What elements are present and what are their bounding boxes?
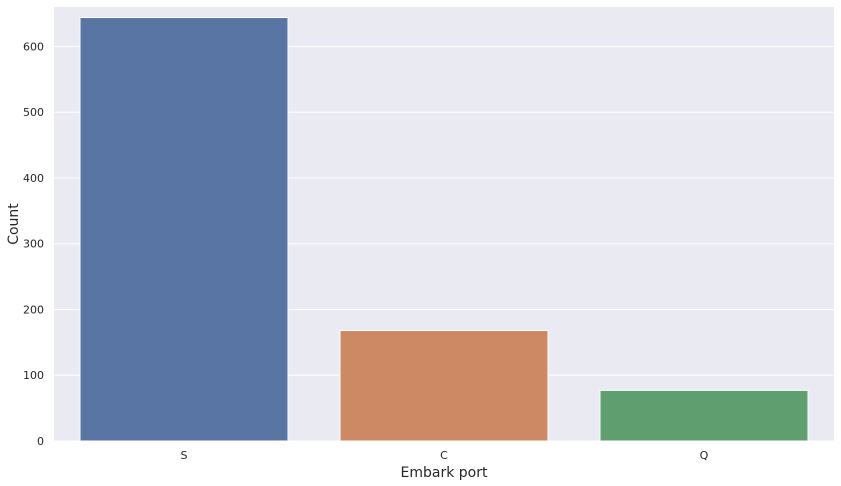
y-tick-label: 0 bbox=[37, 435, 44, 448]
bars bbox=[79, 17, 809, 442]
bar-c bbox=[339, 330, 549, 442]
y-tick-label: 100 bbox=[23, 369, 44, 382]
y-tick-label: 500 bbox=[23, 106, 44, 119]
x-tick-label: S bbox=[181, 449, 188, 462]
x-tick-label: Q bbox=[700, 449, 709, 462]
y-axis-ticks: 0 100 200 300 400 500 600 bbox=[23, 40, 44, 448]
bar-s bbox=[79, 17, 289, 442]
x-tick-label: C bbox=[440, 449, 448, 462]
y-tick-label: 600 bbox=[23, 40, 44, 53]
bar-q bbox=[599, 389, 809, 442]
y-axis-label: Count bbox=[6, 203, 22, 245]
y-tick-label: 200 bbox=[23, 303, 44, 316]
x-axis-label: Embark port bbox=[401, 465, 488, 481]
y-tick-label: 300 bbox=[23, 238, 44, 251]
y-tick-label: 400 bbox=[23, 172, 44, 185]
